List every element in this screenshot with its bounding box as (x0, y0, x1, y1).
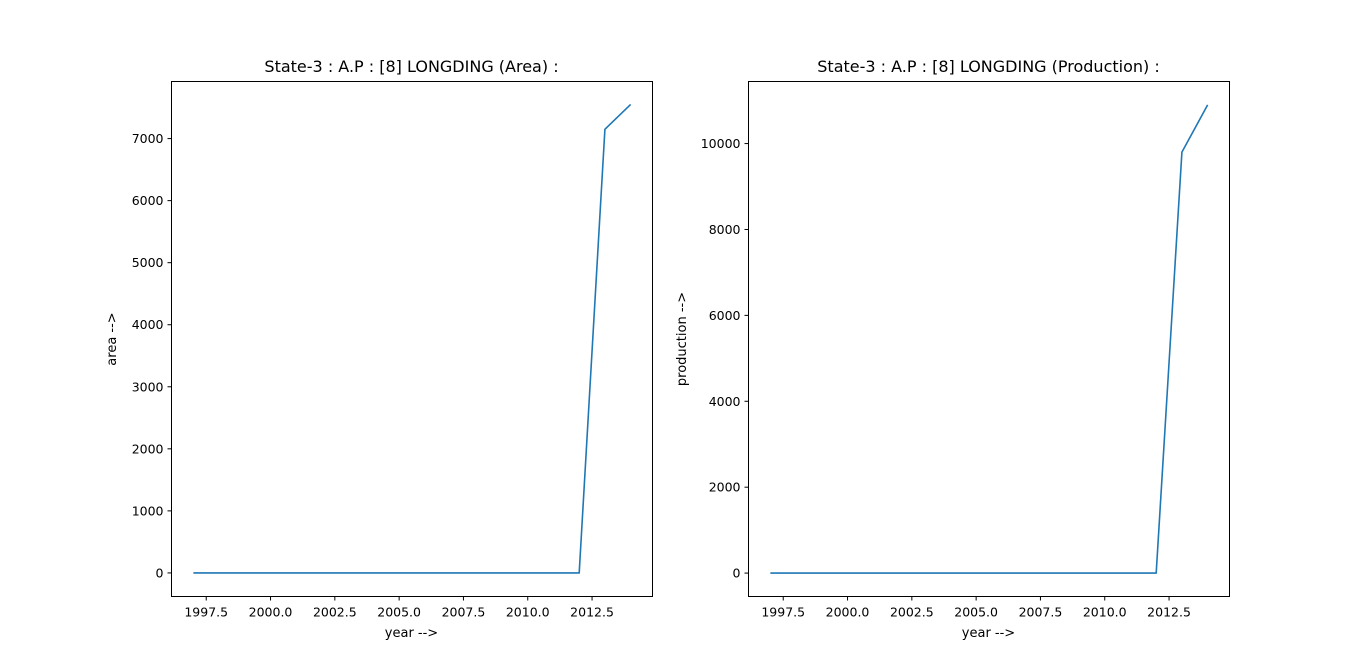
x-axis-label: year --> (962, 626, 1015, 641)
x-axis-label: year --> (385, 626, 438, 641)
tick-group: 1997.5 2000.0 2002.5 2005.0 2007.5 2010.0 2012… (132, 131, 614, 619)
chart-title: State-3 : A.P : [8] LONGDING (Area) : (264, 57, 558, 76)
plot-area (770, 104, 1209, 574)
tick-group: 1997.5 2000.0 2002.5 2005.0 2007.5 2010.0 2012… (701, 136, 1191, 619)
x-tick-label: 2002.5 (313, 605, 357, 620)
y-tick-label: 0 (733, 566, 741, 581)
area-chart: State-3 : A.P : [8] LONGDING (Area) : ye… (105, 57, 653, 641)
x-tick-label: 2005.0 (377, 605, 421, 620)
x-tick-label: 2007.5 (442, 605, 486, 620)
x-tick-label: 2012.5 (570, 605, 614, 620)
y-tick-label: 6000 (709, 308, 741, 323)
x-tick-label: 2010.0 (506, 605, 550, 620)
axes-frame (748, 81, 1230, 597)
y-tick-label: 0 (156, 565, 164, 580)
y-tick-label: 3000 (132, 379, 164, 394)
y-tick-label: 4000 (709, 394, 741, 409)
series-line (770, 104, 1209, 574)
series-line (193, 103, 632, 574)
x-tick-label: 2010.0 (1083, 605, 1127, 620)
x-tick-label: 2005.0 (954, 605, 998, 620)
x-tick-label: 2012.5 (1147, 605, 1191, 620)
x-tick-label: 2000.0 (249, 605, 293, 620)
y-tick-label: 2000 (132, 441, 164, 456)
y-tick-label: 10000 (701, 136, 741, 151)
x-tick-label: 2000.0 (826, 605, 870, 620)
production-chart: State-3 : A.P : [8] LONGDING (Production… (675, 57, 1230, 641)
y-tick-label: 6000 (132, 193, 164, 208)
y-tick-label: 5000 (132, 255, 164, 270)
y-axis-label: production --> (675, 292, 690, 386)
y-tick-label: 7000 (132, 131, 164, 146)
y-tick-label: 1000 (132, 503, 164, 518)
x-tick-label: 1997.5 (761, 605, 805, 620)
y-tick-label: 8000 (709, 222, 741, 237)
chart-title: State-3 : A.P : [8] LONGDING (Production… (817, 57, 1159, 76)
x-tick-label: 2002.5 (890, 605, 934, 620)
plot-area (193, 103, 632, 574)
x-tick-label: 2007.5 (1019, 605, 1063, 620)
y-tick-label: 2000 (709, 480, 741, 495)
y-axis-label: area --> (105, 312, 120, 365)
axes-frame (171, 81, 653, 597)
y-tick-label: 4000 (132, 317, 164, 332)
x-tick-label: 1997.5 (184, 605, 228, 620)
